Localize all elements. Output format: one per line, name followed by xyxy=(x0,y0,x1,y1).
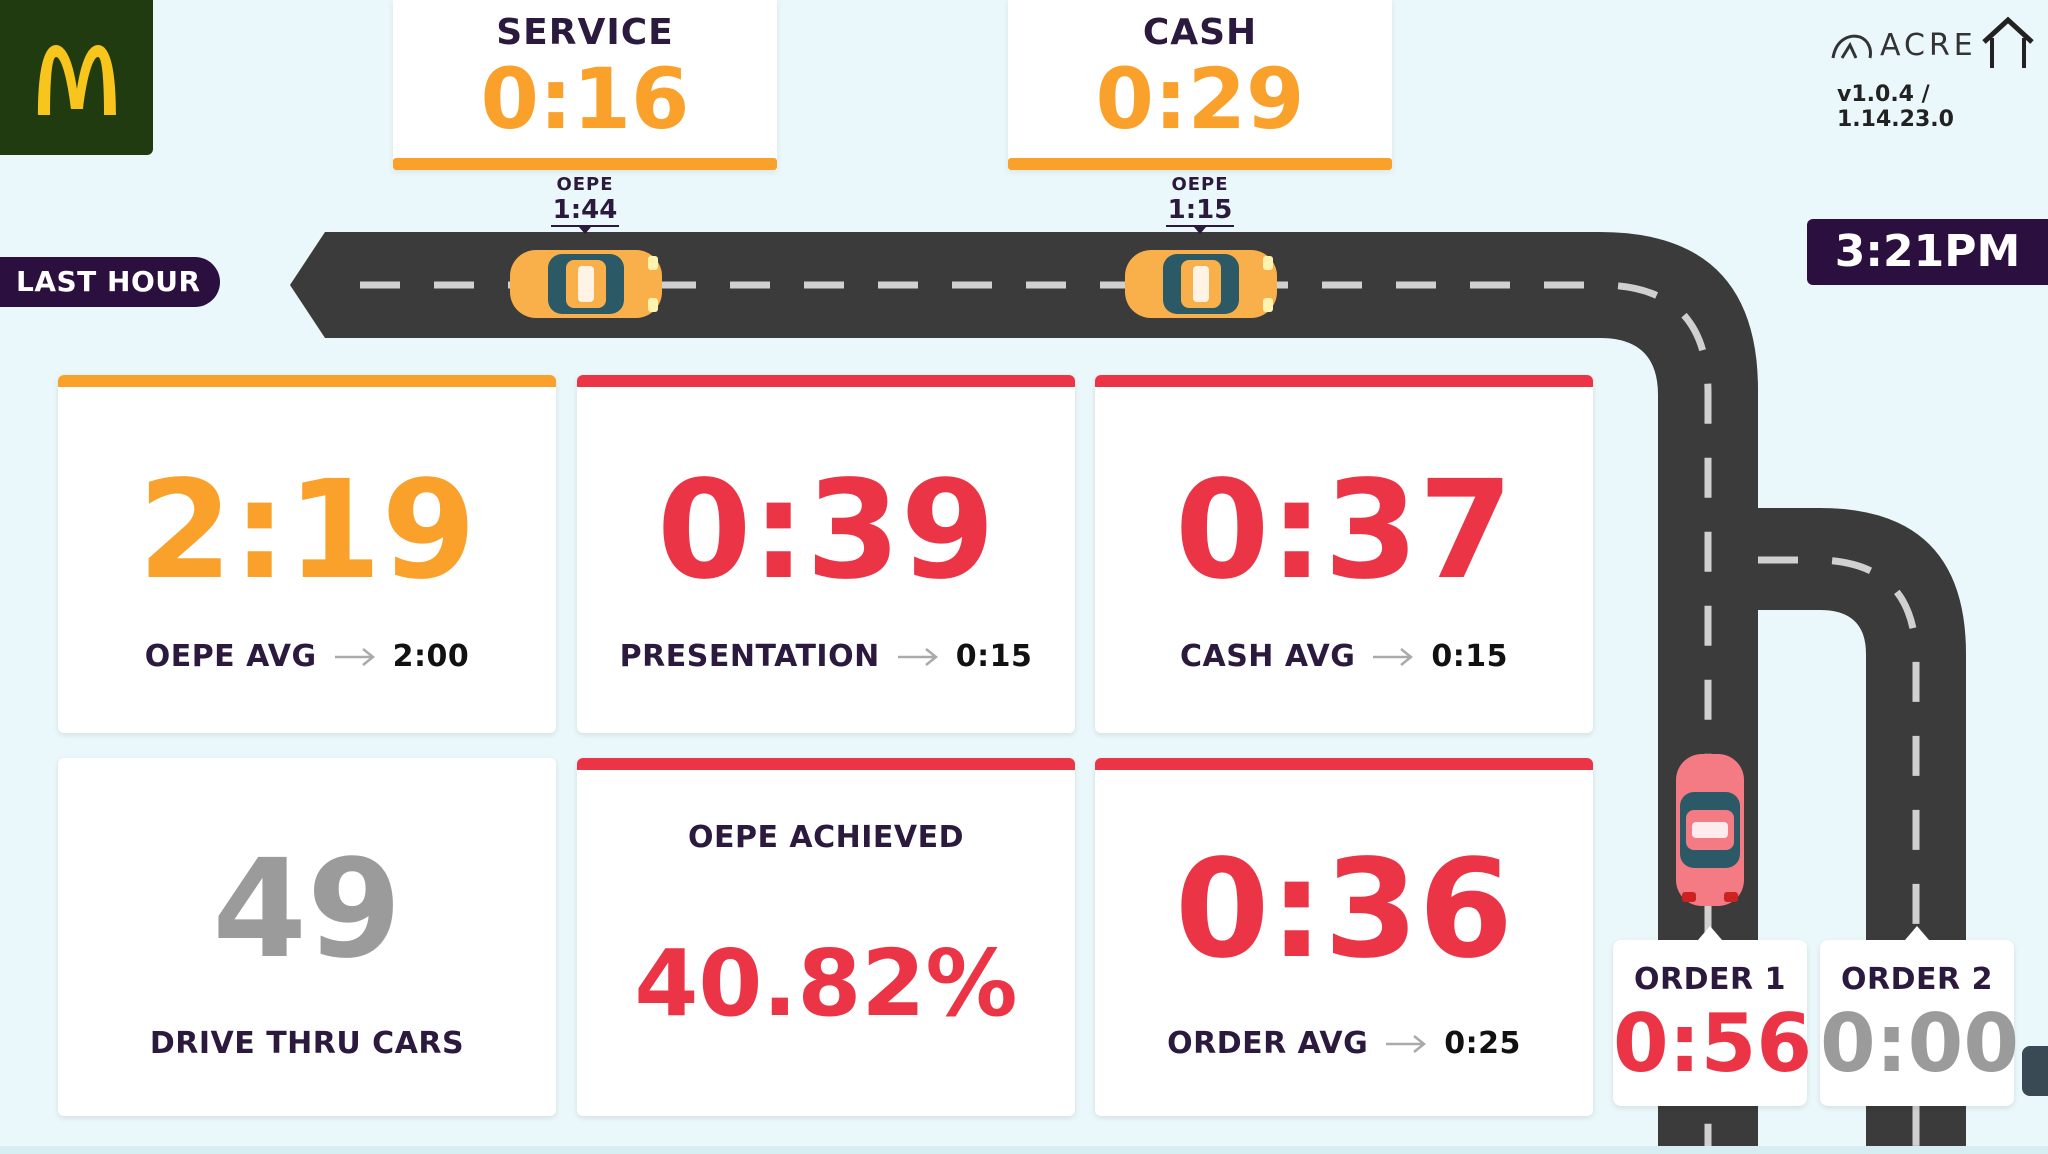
order-pointer-icon xyxy=(1905,926,1929,940)
car-icon xyxy=(1676,754,1744,906)
oepe-avg-card: 2:19 OEPE AVG 2:00 xyxy=(58,375,556,733)
cash-value: 0:29 xyxy=(1095,50,1305,148)
order-2-value: 0:00 xyxy=(1820,997,2019,1090)
presentation-target: 0:15 xyxy=(955,639,1033,674)
order-avg-label: ORDER AVG xyxy=(1167,1026,1369,1061)
cash-oepe-marker: OEPE 1:15 xyxy=(1130,174,1270,234)
oepe-avg-value: 2:19 xyxy=(137,452,477,610)
car-icon xyxy=(1125,250,1277,318)
order-2-label: ORDER 2 xyxy=(1841,962,1993,997)
cash-avg-footer: CASH AVG 0:15 xyxy=(1095,639,1593,674)
order-1-card: ORDER 1 0:56 xyxy=(1613,926,1812,1106)
acre-brand: ACRE xyxy=(1830,28,1977,63)
order-avg-value: 0:36 xyxy=(1174,831,1514,989)
golden-arches-icon xyxy=(37,44,116,115)
presentation-label: PRESENTATION xyxy=(619,639,880,674)
cash-oepe-value: 1:15 xyxy=(1165,195,1235,227)
arrow-right-icon xyxy=(334,647,375,666)
status-bar xyxy=(1095,375,1593,387)
car-icon xyxy=(510,250,662,318)
bottom-edge xyxy=(0,1146,2048,1154)
drive-thru-cars-value: 49 xyxy=(212,831,402,989)
clock-time: 3:21PM xyxy=(1807,219,2048,285)
order-avg-target: 0:25 xyxy=(1444,1026,1521,1061)
last-hour-label: LAST HOUR xyxy=(0,257,220,307)
service-status-bar xyxy=(393,158,777,170)
acre-logo-icon xyxy=(1831,34,1872,59)
version-label: v1.0.4 / 1.14.23.0 xyxy=(1837,82,1954,132)
service-label: SERVICE xyxy=(496,12,674,53)
cash-avg-label: CASH AVG xyxy=(1179,639,1356,674)
drive-thru-cars-card: 49 DRIVE THRU CARS xyxy=(58,758,556,1116)
oepe-avg-label: OEPE AVG xyxy=(144,639,317,674)
cash-avg-target: 0:15 xyxy=(1431,639,1509,674)
home-icon[interactable] xyxy=(1980,14,2036,72)
arrow-right-icon xyxy=(897,647,938,666)
cash-stat-card: CASH 0:29 xyxy=(1008,0,1392,170)
oepe-achieved-card: OEPE ACHIEVED 40.82% xyxy=(577,758,1075,1116)
presentation-value: 0:39 xyxy=(656,452,996,610)
oepe-avg-footer: OEPE AVG 2:00 xyxy=(58,639,556,674)
status-bar xyxy=(577,375,1075,387)
cash-label: CASH xyxy=(1142,12,1258,53)
arrow-right-icon xyxy=(1373,647,1414,666)
oepe-achieved-value: 40.82% xyxy=(634,930,1018,1037)
presentation-card: 0:39 PRESENTATION 0:15 xyxy=(577,375,1075,733)
service-oepe-value: 1:44 xyxy=(550,195,620,227)
service-value: 0:16 xyxy=(480,50,690,148)
order-pointer-icon xyxy=(1698,926,1722,940)
presentation-footer: PRESENTATION 0:15 xyxy=(577,639,1075,674)
oepe-avg-target: 2:00 xyxy=(392,639,470,674)
service-stat-card: SERVICE 0:16 xyxy=(393,0,777,170)
order-avg-footer: ORDER AVG 0:25 xyxy=(1095,1026,1593,1061)
oepe-achieved-header: OEPE ACHIEVED xyxy=(577,820,1075,855)
order-2-card: ORDER 2 0:00 xyxy=(1820,926,2019,1106)
cash-avg-value: 0:37 xyxy=(1174,452,1514,610)
service-oepe-label: OEPE xyxy=(556,174,614,195)
mcdonalds-logo xyxy=(0,0,153,155)
status-bar xyxy=(1095,758,1593,770)
cash-avg-card: 0:37 CASH AVG 0:15 xyxy=(1095,375,1593,733)
order-1-label: ORDER 1 xyxy=(1634,962,1786,997)
arrow-right-icon xyxy=(1386,1034,1427,1053)
drive-thru-cars-footer: DRIVE THRU CARS xyxy=(58,1026,556,1061)
service-oepe-marker: OEPE 1:44 xyxy=(515,174,655,234)
oepe-achieved-label: OEPE ACHIEVED xyxy=(687,820,965,855)
marker-pointer-icon xyxy=(1194,227,1206,234)
cash-oepe-label: OEPE xyxy=(1171,174,1229,195)
status-bar xyxy=(577,758,1075,770)
cash-status-bar xyxy=(1008,158,1392,170)
marker-pointer-icon xyxy=(579,227,591,234)
status-bar xyxy=(58,375,556,387)
order-1-value: 0:56 xyxy=(1613,997,1812,1090)
side-panel-tab[interactable] xyxy=(2022,1046,2048,1096)
drive-thru-cars-label: DRIVE THRU CARS xyxy=(149,1026,465,1061)
brand-name: ACRE xyxy=(1880,28,1977,63)
order-avg-card: 0:36 ORDER AVG 0:25 xyxy=(1095,758,1593,1116)
